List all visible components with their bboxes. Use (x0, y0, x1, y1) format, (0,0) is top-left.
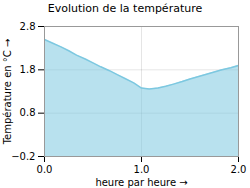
svg-text:2.8: 2.8 (20, 21, 36, 32)
svg-text:0.0: 0.0 (37, 164, 53, 175)
svg-text:2.0: 2.0 (231, 164, 247, 175)
svg-text:1.0: 1.0 (134, 164, 150, 175)
svg-text:−0.2: −0.2 (11, 151, 35, 162)
html-text:Evolution de la température: Evolution de la température (47, 2, 203, 15)
svg-text:Température en °C →: Température en °C → (2, 39, 13, 146)
svg-text:1.8: 1.8 (20, 64, 36, 75)
svg-text:0.8: 0.8 (20, 107, 36, 118)
svg-text:heure par heure →: heure par heure → (95, 177, 187, 188)
